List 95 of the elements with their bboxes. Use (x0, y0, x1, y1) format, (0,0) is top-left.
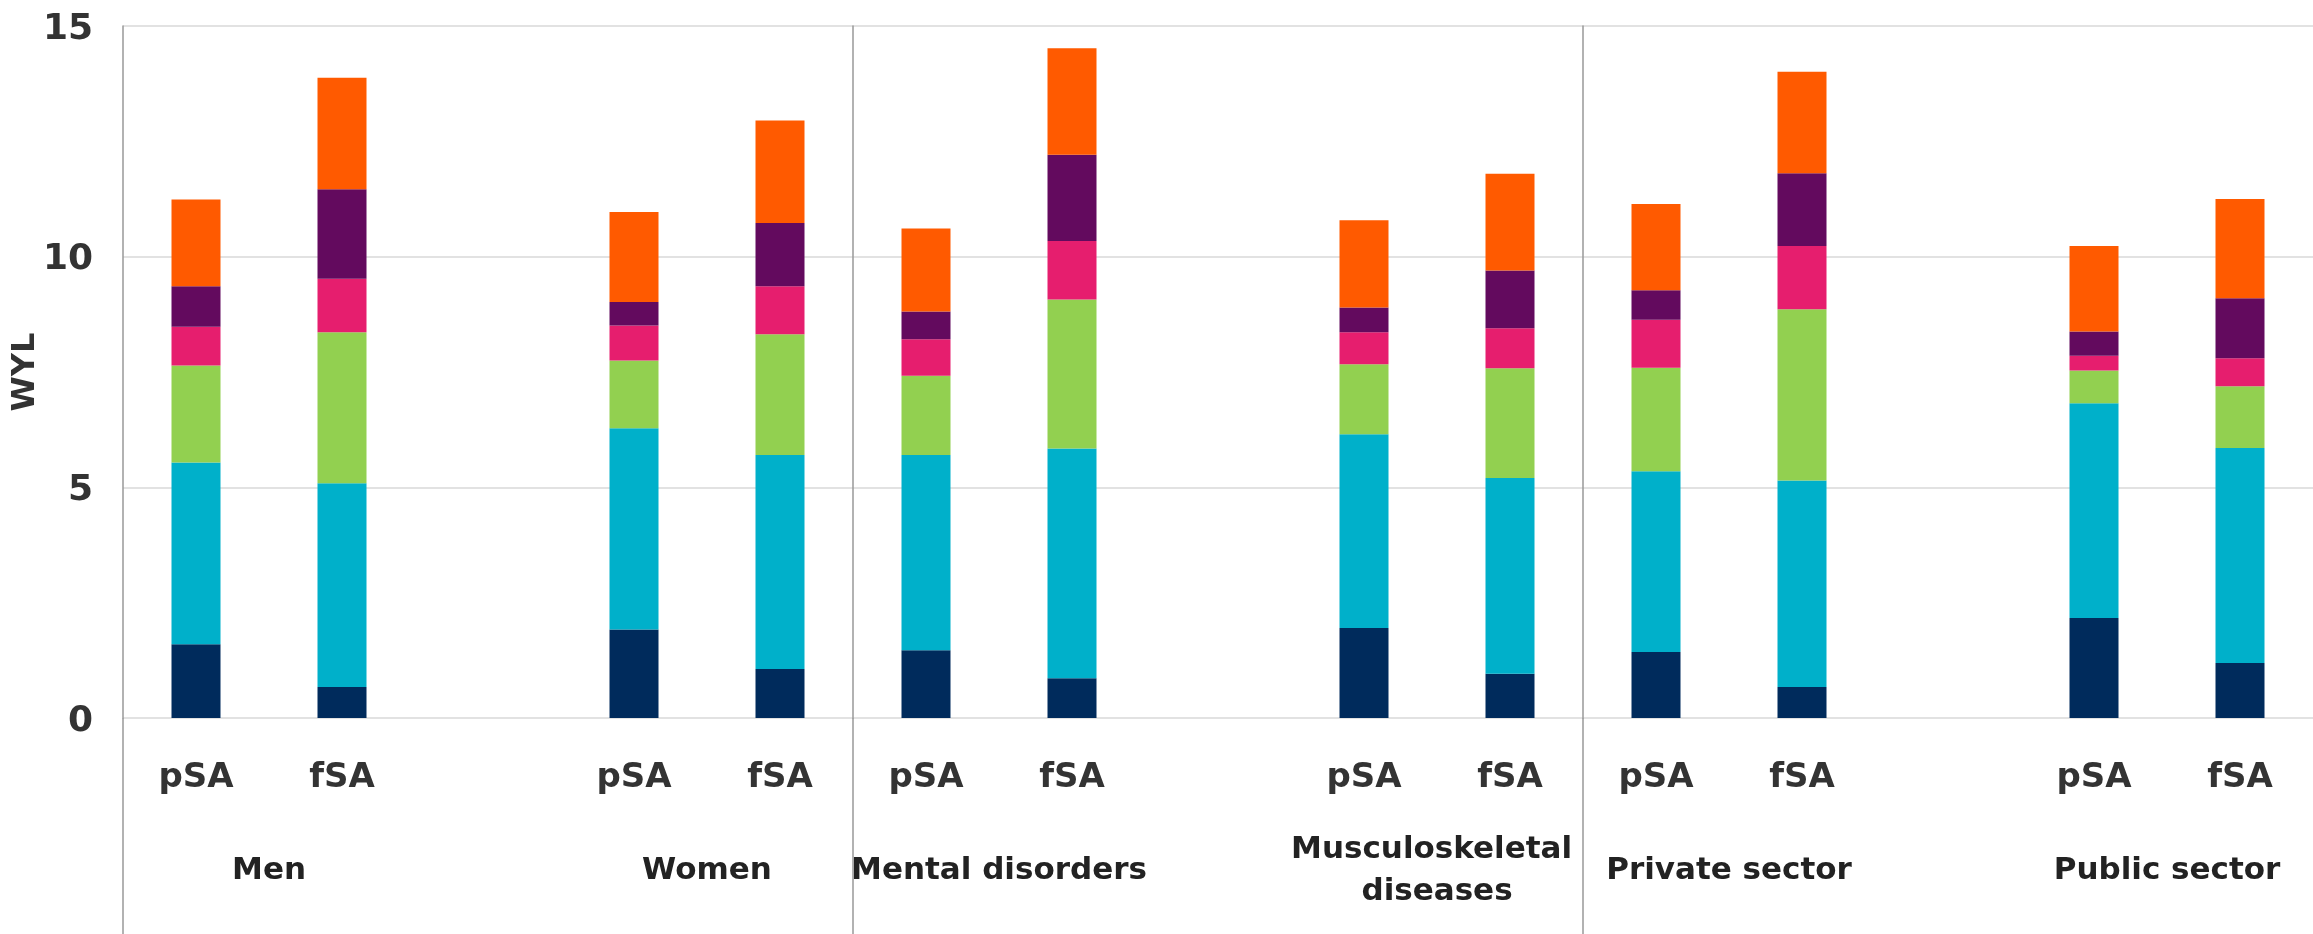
bar (171, 365, 221, 463)
bar (317, 189, 367, 279)
bar (755, 222, 805, 287)
x-tick-label: pSA (2056, 755, 2133, 795)
x-tick-label: fSA (1039, 755, 1106, 795)
bar (755, 286, 805, 335)
text: Mental disorders (851, 850, 1147, 886)
text: Musculoskeletal diseases (1291, 829, 1583, 907)
bar (171, 326, 221, 366)
bar (1339, 220, 1389, 308)
bar (901, 455, 951, 651)
x-tick-label: pSA (158, 755, 235, 795)
bar (755, 120, 805, 223)
bar (1339, 434, 1389, 629)
bar (1339, 628, 1389, 718)
x-tick-label: fSA (1769, 755, 1836, 795)
bar (901, 339, 951, 376)
bar (901, 650, 951, 718)
bar (1631, 471, 1681, 653)
bar (2069, 617, 2119, 718)
bar (317, 687, 367, 718)
bar (1047, 299, 1097, 449)
x-tick-label: pSA (888, 755, 965, 795)
bar (1339, 307, 1389, 333)
x-tick-label: pSA (596, 755, 673, 795)
text: Women (642, 850, 772, 886)
bar (2215, 448, 2265, 664)
bar (1631, 319, 1681, 368)
bar (1485, 270, 1535, 329)
bar (1047, 240, 1097, 300)
bar (2069, 331, 2119, 356)
bar (1485, 368, 1535, 479)
bar (1631, 367, 1681, 472)
bar (2215, 358, 2265, 387)
bar (609, 629, 659, 718)
bar (1047, 48, 1097, 155)
x-tick-label: fSA (309, 755, 376, 795)
y-axis-title: WYL (4, 332, 42, 412)
y-tick-label: 5 (67, 466, 93, 508)
x-tick-label: pSA (1618, 755, 1695, 795)
x-tick-label: fSA (2207, 755, 2274, 795)
y-tick-label: 0 (67, 697, 93, 739)
bar (2215, 199, 2265, 299)
bar (2215, 298, 2265, 359)
bar (1777, 687, 1827, 718)
bar (1047, 678, 1097, 718)
bar (171, 199, 221, 287)
bar (317, 278, 367, 333)
bar (901, 311, 951, 340)
bar (171, 286, 221, 327)
bar (755, 455, 805, 670)
bar (755, 334, 805, 456)
text: Private sector (1606, 850, 1853, 886)
bar (2215, 663, 2265, 718)
x-tick-label: fSA (1477, 755, 1544, 795)
bar (609, 325, 659, 361)
y-tick-label: 15 (42, 5, 93, 47)
bar (2069, 355, 2119, 371)
bar (317, 77, 367, 190)
bar (1631, 204, 1681, 291)
bar (1777, 173, 1827, 247)
text: Public sector (2053, 850, 2282, 886)
bar (2215, 386, 2265, 449)
bar (1777, 309, 1827, 481)
bar (1777, 71, 1827, 174)
bar (609, 360, 659, 429)
x-tick-label: pSA (1326, 755, 1403, 795)
bar (901, 228, 951, 312)
bar (1339, 332, 1389, 365)
bar (1485, 478, 1535, 674)
bar (1047, 154, 1097, 241)
bar (1485, 673, 1535, 718)
bar (1631, 652, 1681, 718)
bar (2069, 246, 2119, 332)
bar (2069, 403, 2119, 618)
bar (2069, 370, 2119, 404)
bar (1777, 480, 1827, 688)
bar (609, 211, 659, 302)
bar (317, 483, 367, 688)
bar (1631, 290, 1681, 320)
text: Men (232, 850, 306, 886)
bar (1047, 448, 1097, 679)
bar (171, 644, 221, 718)
bar (171, 462, 221, 645)
bar (1777, 246, 1827, 310)
y-tick-label: 10 (42, 236, 93, 278)
bar (317, 332, 367, 484)
bar (609, 301, 659, 326)
bar (755, 669, 805, 718)
bar (609, 428, 659, 630)
x-tick-label: fSA (747, 755, 814, 795)
bar (901, 375, 951, 456)
bar (1485, 328, 1535, 369)
bar (1485, 173, 1535, 271)
bar (1339, 364, 1389, 435)
